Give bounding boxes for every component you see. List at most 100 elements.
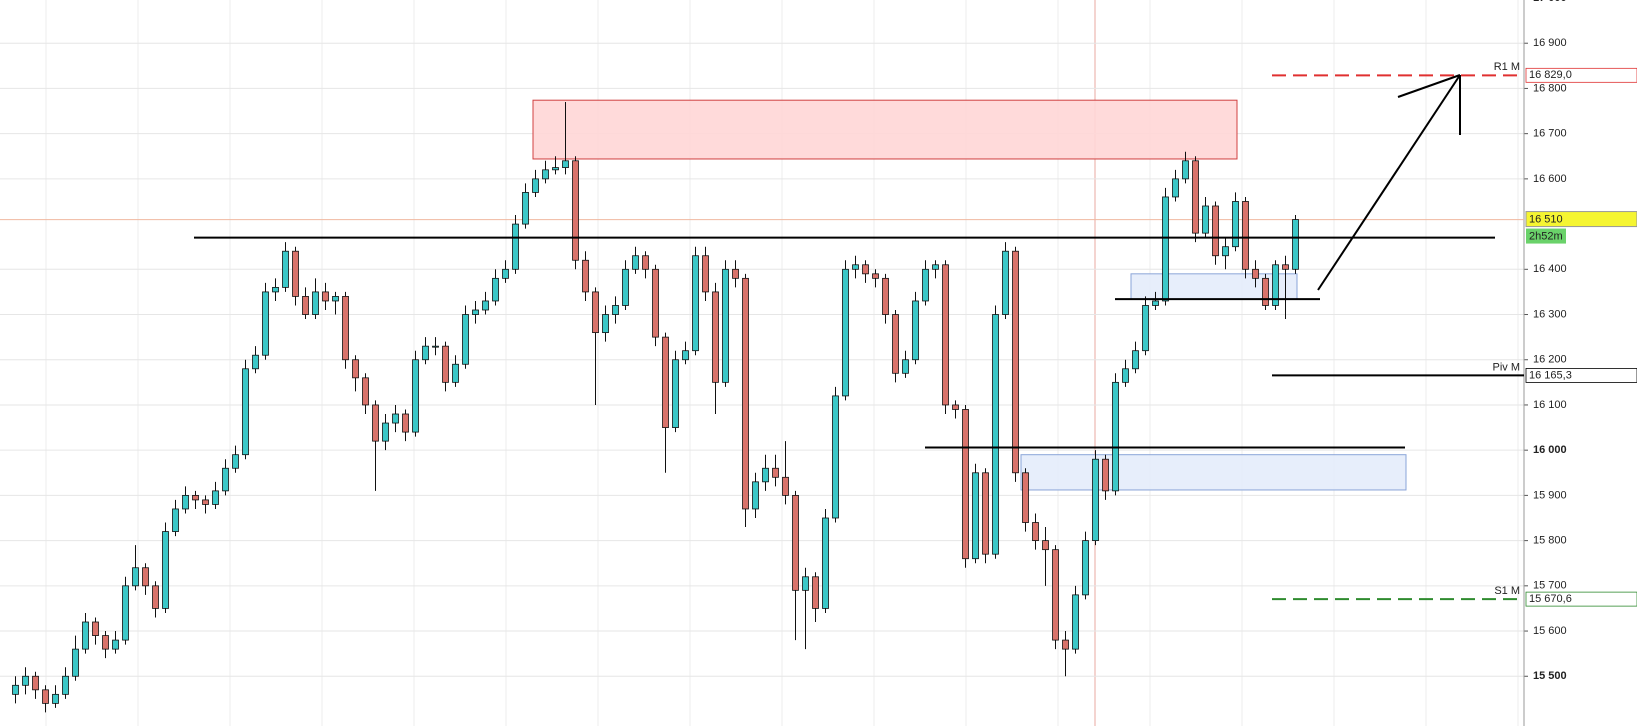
zone (1020, 454, 1407, 491)
candle-body (432, 345, 439, 348)
candle-body (262, 291, 269, 356)
candle-body (762, 467, 769, 483)
candle-body (1092, 458, 1099, 542)
candle-body (702, 255, 709, 293)
candle-body (152, 585, 159, 609)
candle-body (772, 467, 779, 478)
candle-body (1142, 305, 1149, 352)
candle-body (312, 291, 319, 315)
candle-body (462, 314, 469, 365)
candle-body (342, 296, 349, 361)
candle-body (452, 363, 459, 383)
candle-body (102, 635, 109, 650)
candle-body (622, 268, 629, 306)
candle-body (1042, 540, 1049, 551)
candle-body (272, 286, 279, 293)
candle-body (1212, 205, 1219, 257)
timer-box (1526, 228, 1566, 244)
candle-body (602, 314, 609, 334)
candle-body (332, 296, 339, 302)
candle-body (472, 309, 479, 315)
candle-body (362, 377, 369, 406)
zone (532, 99, 1238, 160)
candle-body (542, 169, 549, 180)
candle-body (282, 250, 289, 288)
candle-body (1052, 549, 1059, 641)
candle-body (1172, 178, 1179, 198)
y-tick-label: 15 700 (1533, 580, 1567, 592)
candle-body (1232, 201, 1239, 248)
candle-body (1102, 458, 1109, 492)
candle-body (292, 250, 299, 297)
candle-body (512, 223, 519, 270)
pivot-label: 16 829,0 (1529, 69, 1572, 81)
candle-body (352, 359, 359, 379)
y-tick-label: 15 600 (1533, 625, 1567, 637)
candle-body (1022, 472, 1029, 523)
candle-body (442, 345, 449, 383)
y-tick-label: 15 500 (1533, 670, 1567, 682)
candle-body (842, 268, 849, 397)
candle-body (952, 404, 959, 410)
candle-body (582, 259, 589, 293)
candle-body (902, 359, 909, 374)
candle-body (112, 639, 119, 650)
candle-body (852, 264, 859, 270)
candle-body (572, 160, 579, 261)
pivot-name: S1 M (1494, 585, 1520, 597)
candle-body (862, 264, 869, 275)
candle-body (242, 368, 249, 456)
candle-body (982, 472, 989, 555)
pivot-label: 16 165,3 (1529, 369, 1572, 381)
candle-body (732, 268, 739, 279)
candle-body (1072, 594, 1079, 650)
candle-body (92, 621, 99, 636)
candle-body (1082, 540, 1089, 596)
candle-body (652, 268, 659, 338)
candle-body (942, 264, 949, 406)
candle-body (992, 314, 999, 555)
candle-body (692, 255, 699, 352)
y-tick-label: 16 200 (1533, 354, 1567, 366)
candle-body (402, 413, 409, 433)
y-tick-label: 16 000 (1533, 444, 1567, 456)
candle-body (202, 499, 209, 505)
candle-body (42, 689, 49, 704)
candle-body (1162, 196, 1169, 302)
candle-body (632, 255, 639, 270)
candle-body (1182, 160, 1189, 180)
candle-body (72, 648, 79, 677)
candle-body (792, 494, 799, 591)
candle-body (32, 675, 39, 691)
candle-body (1272, 264, 1279, 306)
candle-body (252, 354, 259, 370)
candle-body (1122, 368, 1129, 383)
y-tick-label: 16 300 (1533, 308, 1567, 320)
candle-body (892, 314, 899, 374)
candle-body (22, 675, 29, 686)
candle-body (882, 277, 889, 315)
candle-body (1002, 250, 1009, 315)
price-label: 16 510 (1529, 213, 1563, 225)
candle-body (212, 490, 219, 505)
candle-body (742, 277, 749, 510)
candle-body (822, 517, 829, 609)
pivot-label: 15 670,6 (1529, 593, 1572, 605)
candle-body (1282, 264, 1289, 270)
candle-body (392, 413, 399, 424)
candle-body (1292, 219, 1299, 270)
candle-body (502, 268, 509, 279)
candle-body (532, 178, 539, 193)
y-tick-label: 16 700 (1533, 128, 1567, 140)
arrow-head (1397, 74, 1461, 98)
candle-body (182, 494, 189, 510)
candle-body (722, 268, 729, 383)
candle-body (52, 693, 59, 704)
y-tick-label: 15 800 (1533, 535, 1567, 547)
candle-body (682, 350, 689, 361)
candle-body (302, 296, 309, 315)
candle-body (382, 422, 389, 442)
candle-body (932, 264, 939, 270)
candle-body (62, 675, 69, 695)
candle-body (562, 160, 569, 168)
